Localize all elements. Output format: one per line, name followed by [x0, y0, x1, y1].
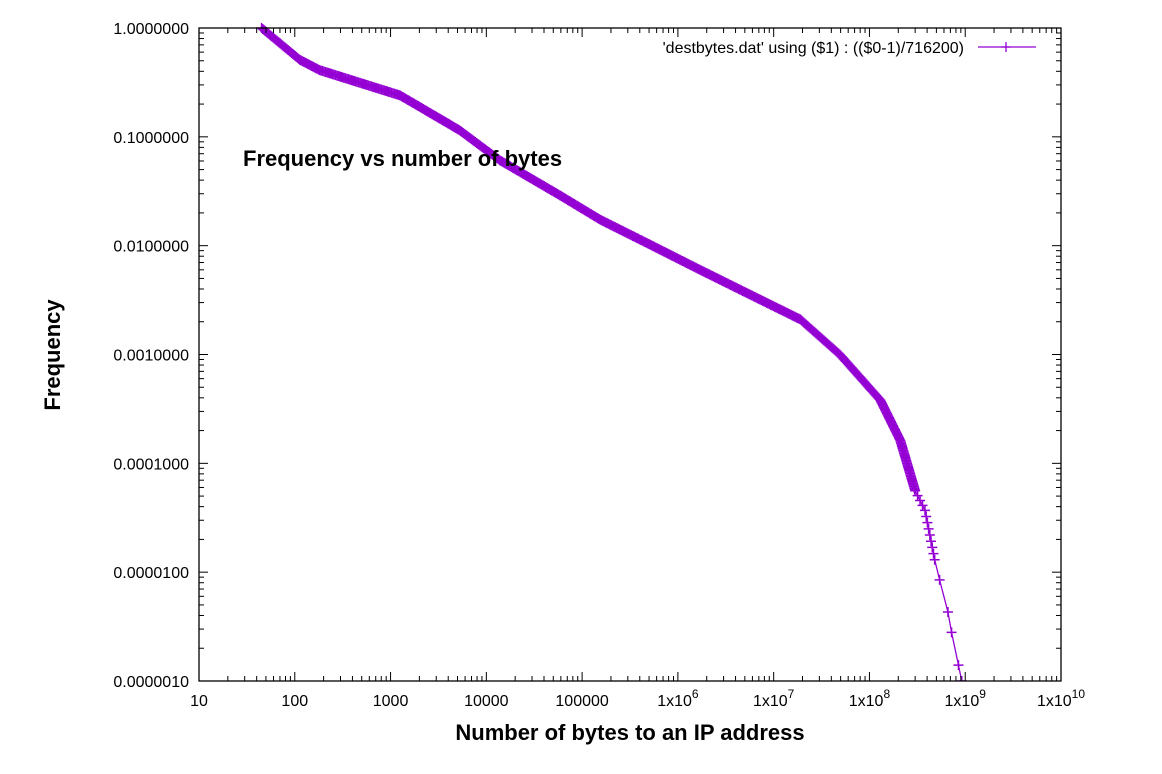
data-point-marker [910, 485, 921, 496]
x-tick-label: 1x107 [753, 687, 795, 710]
data-point-marker [924, 530, 935, 541]
y-tick-label: 0.0100000 [113, 239, 189, 256]
data-point-marker [942, 607, 953, 618]
x-tick-label: 1x1010 [1037, 687, 1085, 710]
legend-marker [1001, 42, 1011, 52]
data-point-marker [926, 536, 937, 547]
x-tick-label: 100000 [555, 693, 608, 710]
plot-border [198, 27, 1062, 682]
x-tick-label: 100 [281, 693, 308, 710]
series-line-group [256, 23, 967, 681]
data-point-marker [956, 676, 967, 681]
data-point-marker [934, 574, 945, 585]
x-tick-label: 1x109 [945, 687, 987, 710]
y-tick-label: 1.0000000 [113, 21, 189, 38]
x-tick-label: 10000 [464, 693, 509, 710]
data-point-marker [915, 495, 926, 506]
data-point-marker [927, 542, 938, 553]
y-tick-label: 0.0000010 [113, 674, 189, 691]
x-tick-label: 1000 [373, 693, 409, 710]
legend: 'destbytes.dat' using ($1) : (($0-1)/716… [663, 40, 1036, 57]
x-tick-label: 1x106 [657, 687, 699, 710]
x-axis-label: Number of bytes to an IP address [455, 720, 804, 745]
data-point-marker [912, 490, 923, 501]
data-point-marker [917, 500, 928, 511]
data-point-marker [919, 505, 930, 516]
y-tick-label: 0.1000000 [113, 130, 189, 147]
y-axis-label: Frequency [40, 299, 65, 411]
x-tick-label: 10 [190, 693, 208, 710]
data-point-marker [921, 511, 932, 522]
y-tick-label: 0.0010000 [113, 348, 189, 365]
data-point-marker [922, 517, 933, 528]
x-tick-label: 1x108 [849, 687, 891, 710]
legend-label: 'destbytes.dat' using ($1) : (($0-1)/716… [663, 40, 964, 57]
series-line [261, 27, 963, 681]
data-point-marker [928, 548, 939, 559]
y-tick-label: 0.0000100 [113, 565, 189, 582]
chart-annotation: Frequency vs number of bytes [243, 146, 562, 171]
data-point-marker [953, 660, 964, 671]
data-point-marker [929, 554, 940, 565]
data-point-marker [946, 627, 957, 638]
data-point-marker [923, 523, 934, 534]
axis-ticks: 10 100 1000 10000 100000 1x106 1x107 1x108 1x109… [113, 21, 1085, 710]
y-tick-label: 0.0001000 [113, 456, 189, 473]
